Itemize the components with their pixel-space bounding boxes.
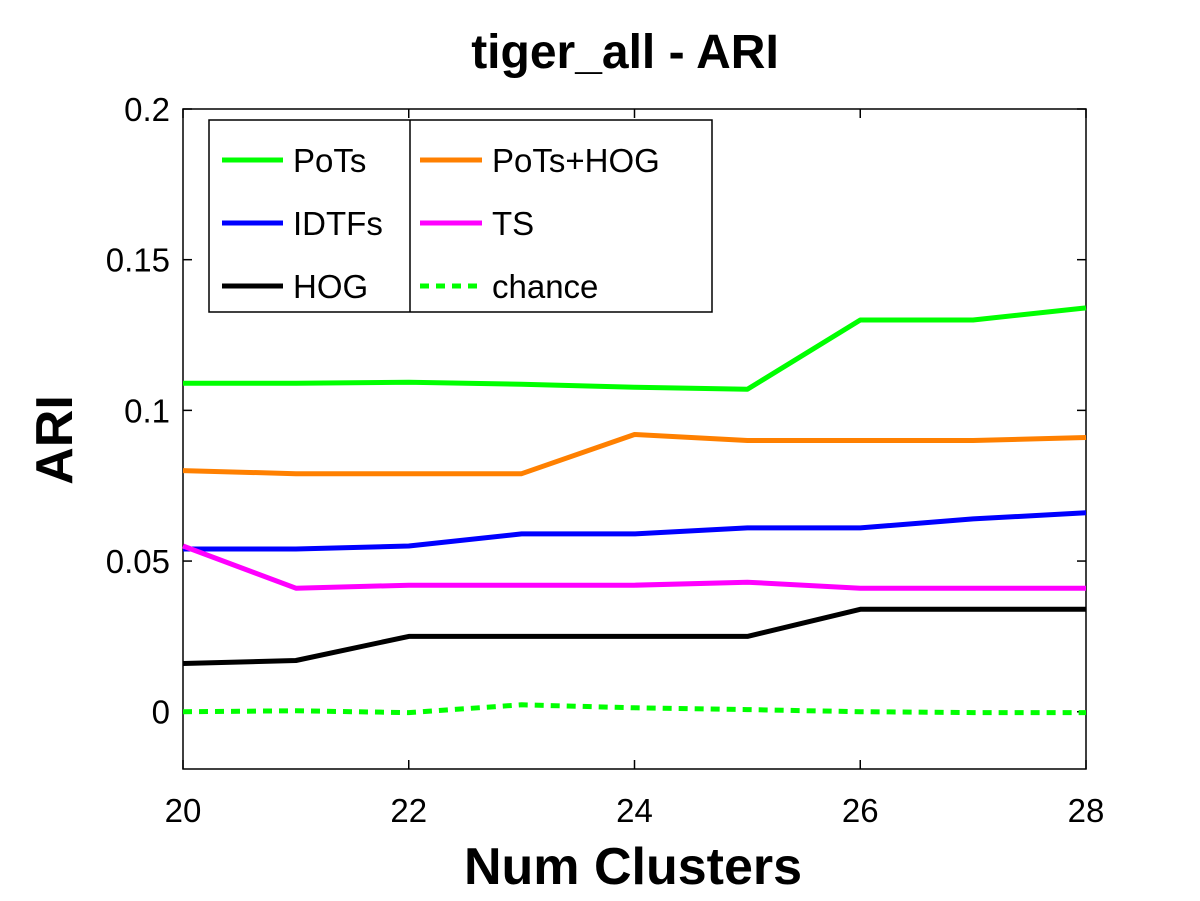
series-line-ts <box>182 543 1086 591</box>
x-tick-label: 22 <box>390 792 427 829</box>
legend-label-pots: PoTs <box>293 142 366 179</box>
legend-label-pots-hog: PoTs+HOG <box>492 142 660 179</box>
x-tick-label: 20 <box>165 792 202 829</box>
series-line-pots-hog <box>182 432 1087 477</box>
x-axis-label: Num Clusters <box>464 838 802 896</box>
y-tick-label: 0 <box>152 694 170 731</box>
legend-box <box>208 119 713 313</box>
series-line-chance <box>182 702 1086 716</box>
y-axis-label: ARI <box>26 395 84 485</box>
legend-label-hog: HOG <box>293 268 368 305</box>
y-tick-label: 0.05 <box>106 543 170 580</box>
chart-title: tiger_all - ARI <box>471 26 779 79</box>
x-tick-label: 26 <box>842 792 879 829</box>
x-tick-label: 28 <box>1068 792 1105 829</box>
legend-label-chance: chance <box>492 268 598 305</box>
series-line-pots <box>183 305 1087 392</box>
y-tick-label: 0.2 <box>124 91 170 128</box>
x-tick-label: 24 <box>616 792 653 829</box>
legend-label-idtfs: IDTFs <box>293 205 383 242</box>
legend-label-ts: TS <box>492 205 534 242</box>
series-line-hog <box>182 606 1086 666</box>
series-line-idtfs <box>183 510 1087 552</box>
y-tick-label: 0.1 <box>124 392 170 429</box>
y-tick-label: 0.15 <box>106 242 170 279</box>
